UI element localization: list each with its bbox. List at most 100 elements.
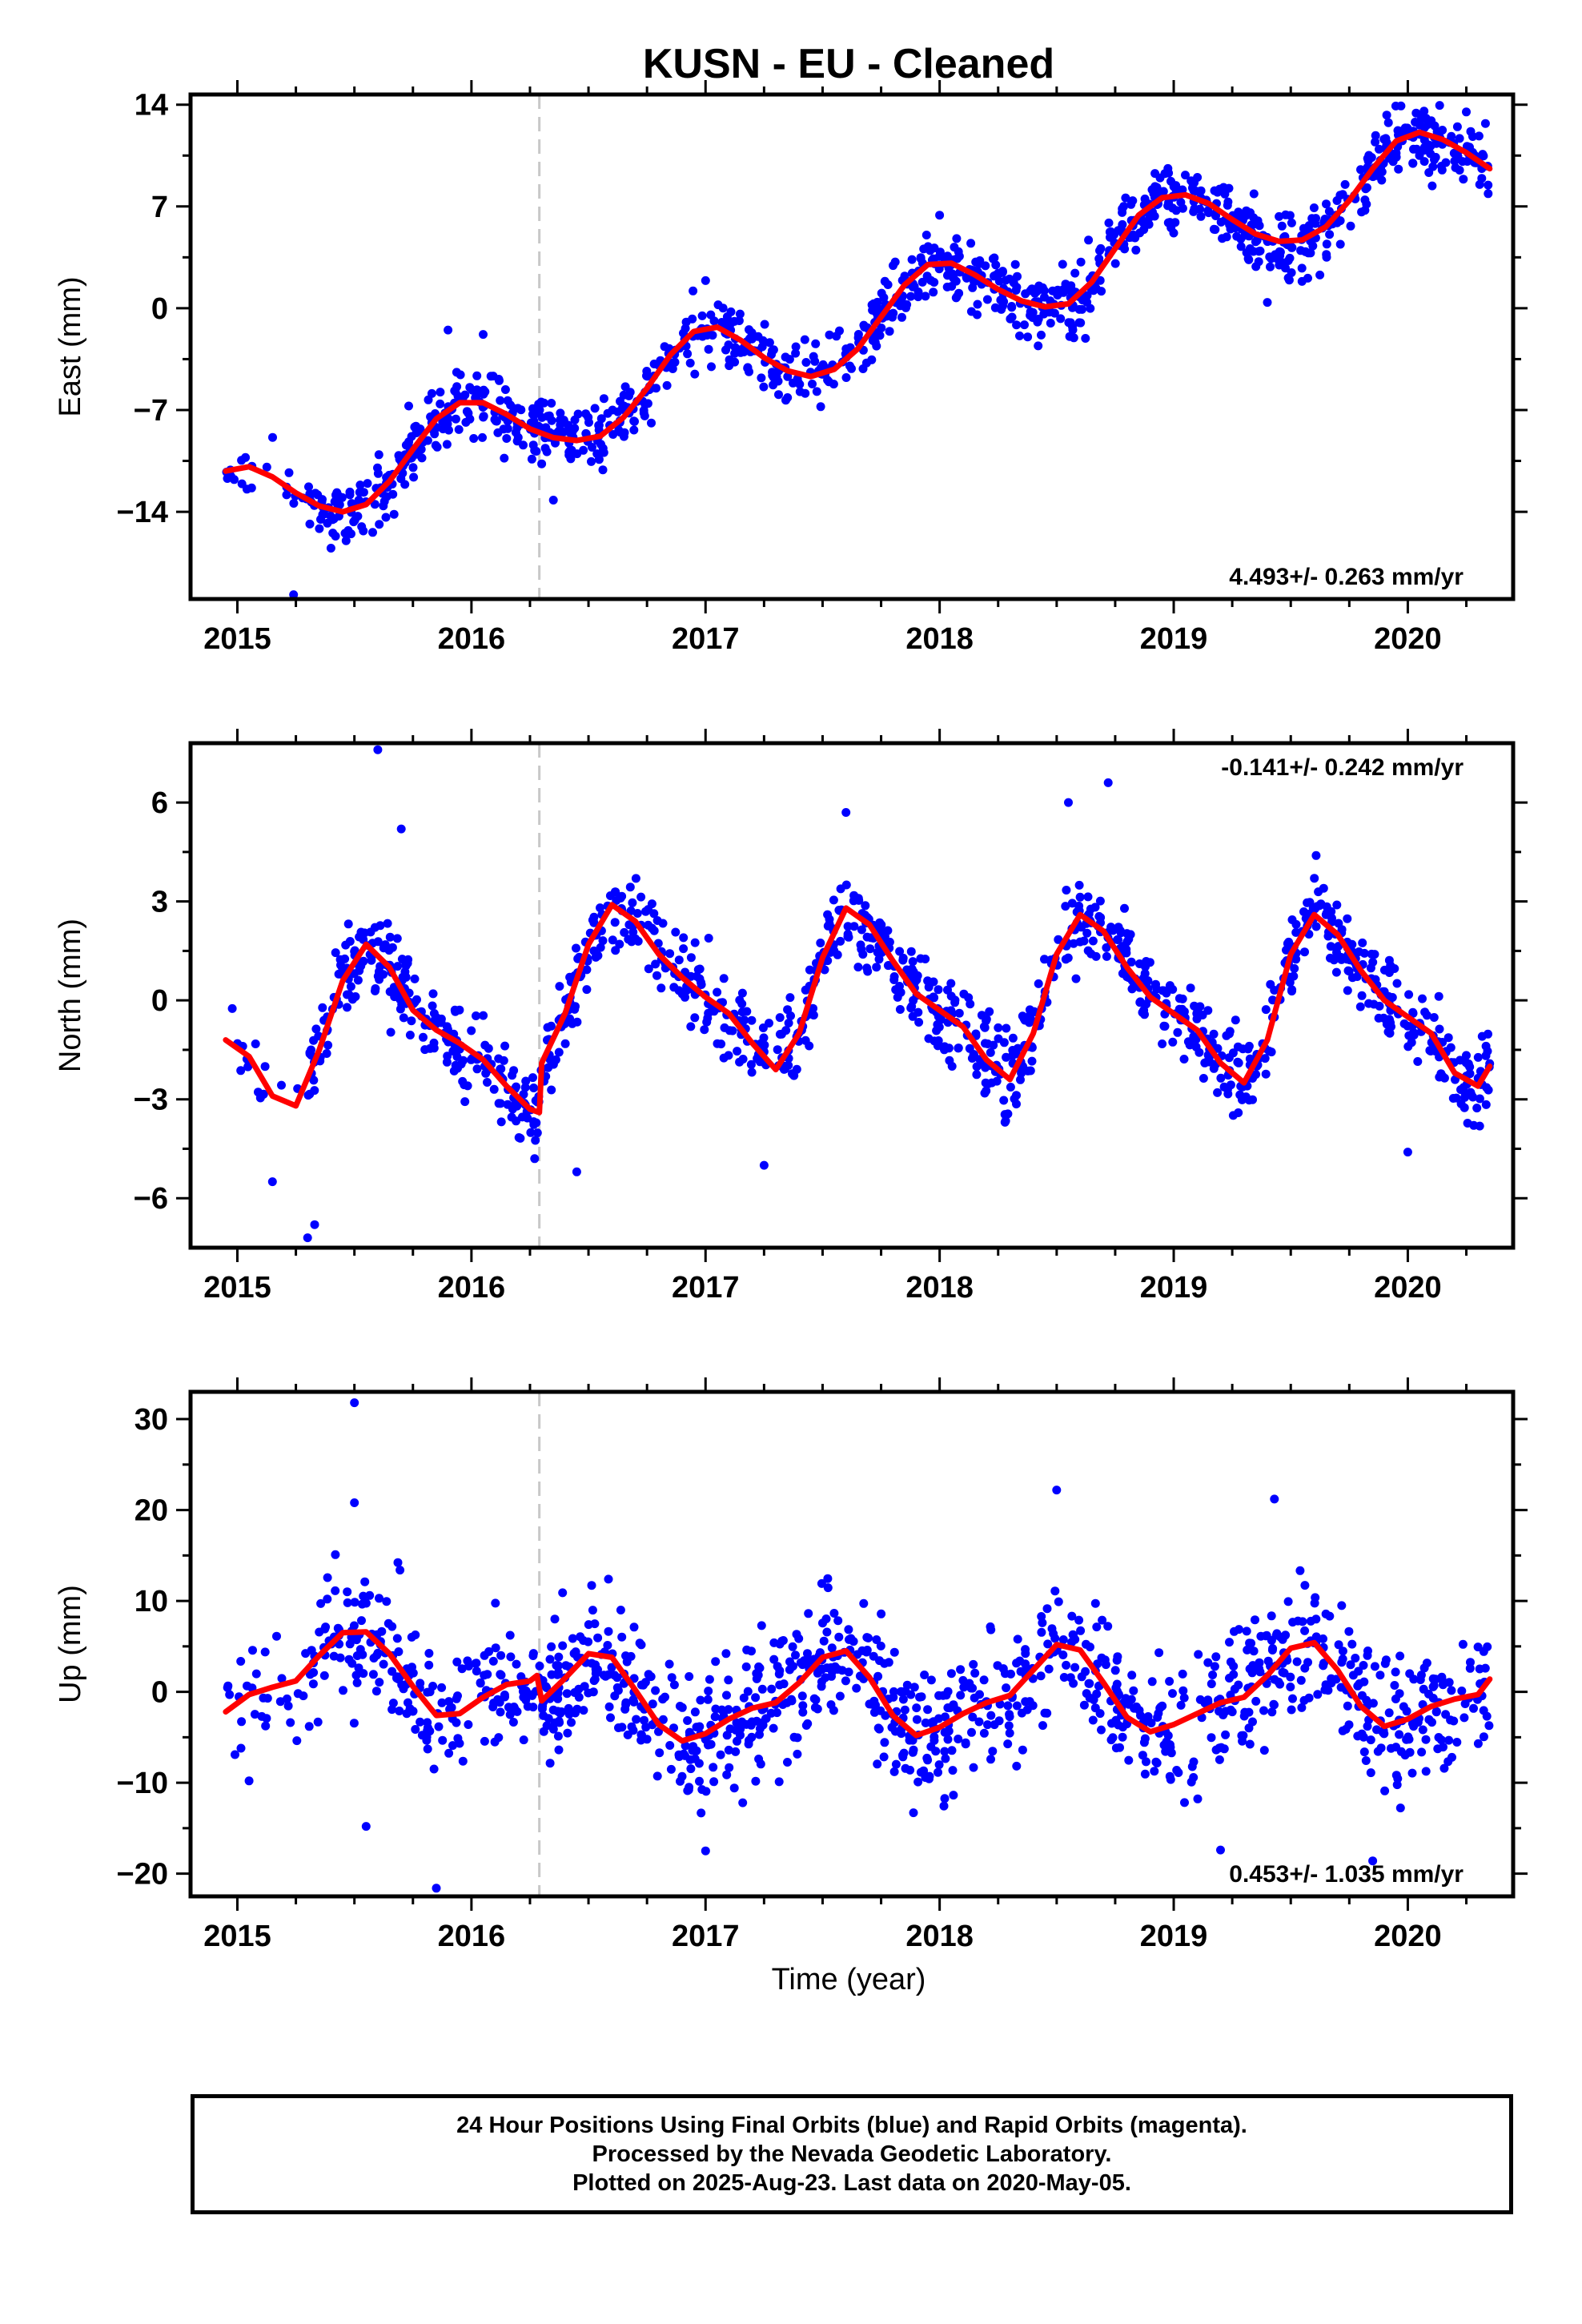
data-point — [1409, 1722, 1419, 1731]
data-point — [236, 1066, 246, 1076]
data-point — [1444, 1735, 1454, 1745]
data-point — [405, 1031, 415, 1039]
data-point — [864, 1633, 873, 1642]
data-point — [722, 1731, 732, 1740]
data-point — [304, 482, 313, 492]
data-point — [333, 1623, 343, 1633]
x-tick-label: 2020 — [1374, 1271, 1442, 1305]
data-point — [574, 1692, 584, 1702]
footer-line-3: Plotted on 2025-Aug-23. Last data on 202… — [572, 2170, 1131, 2196]
data-point — [873, 1723, 883, 1733]
data-point — [1466, 1658, 1475, 1667]
data-point — [1296, 1675, 1306, 1685]
data-point — [561, 1661, 571, 1671]
data-point — [355, 966, 364, 975]
data-point — [1475, 179, 1484, 189]
data-point — [341, 536, 351, 545]
data-point — [997, 304, 1006, 314]
data-point — [689, 286, 698, 296]
data-point — [550, 1614, 560, 1624]
data-point — [1343, 914, 1352, 923]
data-point — [625, 388, 635, 397]
data-point — [316, 1598, 326, 1608]
data-point — [570, 415, 580, 424]
data-point — [873, 1759, 882, 1769]
data-point — [642, 1735, 652, 1744]
data-point — [629, 1622, 639, 1632]
data-point — [353, 975, 363, 985]
data-point — [1395, 1651, 1405, 1661]
data-point — [505, 1630, 515, 1640]
data-point — [921, 955, 930, 963]
data-point — [630, 416, 639, 426]
data-point — [773, 1708, 781, 1718]
data-point — [681, 1741, 690, 1751]
data-point — [1395, 1803, 1405, 1813]
data-point — [724, 1745, 733, 1755]
data-point — [532, 1128, 542, 1138]
x-tick-label: 2016 — [438, 1271, 506, 1305]
data-point — [1070, 1663, 1080, 1672]
data-point — [745, 334, 754, 344]
data-point — [898, 1751, 907, 1760]
data-point — [491, 1598, 500, 1608]
data-point — [432, 442, 442, 452]
data-point — [661, 1692, 669, 1702]
data-point — [1482, 1711, 1492, 1721]
model-curve — [223, 902, 1493, 1116]
data-point — [825, 915, 834, 924]
data-point — [1026, 1015, 1036, 1024]
data-point — [443, 1024, 452, 1034]
data-point — [432, 1884, 441, 1893]
data-point — [986, 1047, 995, 1057]
data-point — [512, 1116, 521, 1126]
data-point — [1012, 1049, 1021, 1059]
data-point — [986, 1755, 995, 1764]
data-point — [760, 320, 769, 329]
data-point — [1012, 1761, 1022, 1771]
data-point — [1236, 242, 1246, 251]
data-point — [363, 479, 372, 489]
y-tick-label: 0 — [151, 1676, 168, 1710]
data-point — [853, 963, 863, 972]
data-point — [494, 1099, 504, 1108]
data-point — [331, 1586, 340, 1595]
data-point — [598, 465, 608, 475]
data-point — [863, 967, 873, 976]
data-point — [537, 459, 547, 468]
data-point — [591, 952, 600, 962]
data-point — [467, 1026, 476, 1035]
data-point — [516, 1672, 526, 1682]
data-point — [539, 1711, 548, 1720]
data-point — [972, 1062, 982, 1072]
data-point — [743, 364, 753, 373]
data-point — [1459, 1083, 1468, 1092]
data-point — [588, 1687, 598, 1697]
data-point — [604, 1670, 613, 1679]
data-point — [852, 1683, 861, 1693]
data-point — [1473, 1052, 1483, 1062]
x-tick-label: 2016 — [438, 1920, 506, 1953]
data-point — [1480, 1663, 1490, 1673]
data-point — [1005, 1712, 1014, 1722]
data-point — [1380, 1786, 1390, 1795]
data-point — [1370, 950, 1379, 959]
data-point — [225, 1690, 235, 1699]
data-point — [934, 1760, 944, 1770]
y-tick-label: 20 — [135, 1494, 168, 1528]
data-point — [1008, 1033, 1018, 1043]
data-point — [954, 1008, 964, 1018]
data-point — [877, 324, 886, 332]
data-point — [423, 1687, 432, 1697]
data-point — [1190, 1001, 1199, 1011]
data-point — [1267, 1611, 1276, 1621]
data-point — [939, 1801, 949, 1811]
data-point — [535, 1661, 544, 1671]
data-point — [654, 1727, 663, 1736]
data-point — [757, 373, 766, 383]
data-point — [1095, 246, 1104, 255]
data-point — [861, 358, 871, 368]
data-point — [566, 454, 576, 464]
data-point — [1106, 1735, 1116, 1745]
data-point — [877, 1609, 886, 1618]
